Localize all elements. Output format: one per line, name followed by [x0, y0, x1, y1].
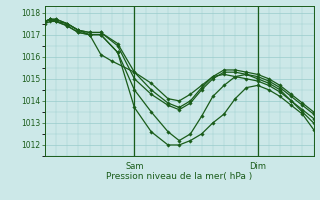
Text: Sam: Sam	[125, 162, 144, 171]
Text: Dim: Dim	[249, 162, 266, 171]
X-axis label: Pression niveau de la mer( hPa ): Pression niveau de la mer( hPa )	[106, 172, 252, 181]
